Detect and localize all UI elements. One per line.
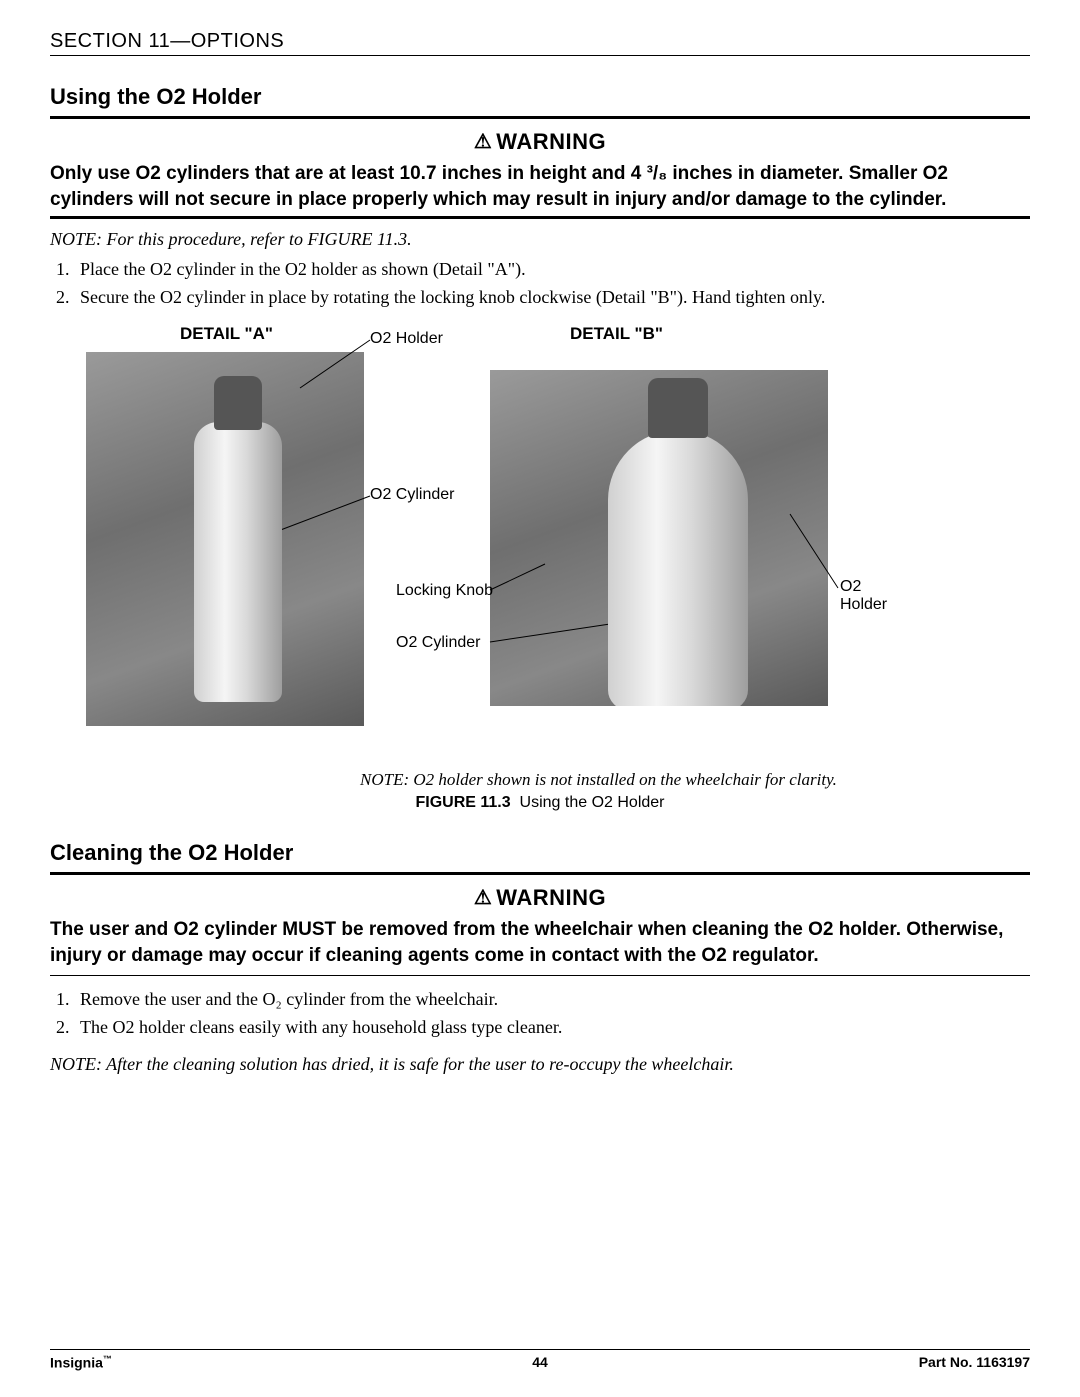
figure-caption: FIGURE 11.3 Using the O2 Holder <box>50 794 1030 812</box>
step-item: Remove the user and the O₂ cylinder from… <box>74 986 1030 1012</box>
figure-11-3: DETAIL "A" DETAIL "B" O2 Holder O2 Cylin… <box>50 324 1030 764</box>
note-refer-figure: NOTE: For this procedure, refer to FIGUR… <box>50 229 1030 250</box>
warning-triangle-icon: ⚠ <box>474 885 492 910</box>
rule <box>50 116 1030 119</box>
warning-heading-1: ⚠WARNING <box>50 129 1030 155</box>
footer-page-number: 44 <box>532 1354 548 1370</box>
warning-text-1: Only use O2 cylinders that are at least … <box>50 161 1030 212</box>
warning-triangle-icon: ⚠ <box>474 129 492 154</box>
warning-text-2: The user and O2 cylinder MUST be removed… <box>50 917 1030 968</box>
photo-detail-a <box>86 352 364 726</box>
callout-o2-holder-b: O2 Holder <box>840 578 910 614</box>
warning-label: WARNING <box>496 129 606 154</box>
step-item: The O2 holder cleans easily with any hou… <box>74 1014 1030 1040</box>
detail-b-label: DETAIL "B" <box>570 324 663 344</box>
figure-caption-number: FIGURE 11.3 <box>415 794 510 811</box>
trademark-symbol: ™ <box>103 1354 112 1364</box>
heading-using-o2-holder: Using the O2 Holder <box>50 84 1030 110</box>
heading-cleaning-o2-holder: Cleaning the O2 Holder <box>50 840 1030 866</box>
steps-cleaning: Remove the user and the O₂ cylinder from… <box>74 986 1030 1040</box>
footer-brand: Insignia™ <box>50 1354 112 1371</box>
detail-a-label: DETAIL "A" <box>180 324 273 344</box>
warning-label: WARNING <box>496 885 606 910</box>
footer-part-number: Part No. 1163197 <box>919 1354 1030 1371</box>
note-after-cleaning: NOTE: After the cleaning solution has dr… <box>50 1054 1030 1075</box>
step-item: Place the O2 cylinder in the O2 holder a… <box>74 256 1030 282</box>
callout-o2-cylinder: O2 Cylinder <box>370 486 454 504</box>
callout-locking-knob: Locking Knob <box>396 582 493 600</box>
callout-o2-holder: O2 Holder <box>370 330 443 348</box>
section-header: SECTION 11—OPTIONS <box>50 30 1030 56</box>
rule <box>50 872 1030 875</box>
step-item: Secure the O2 cylinder in place by rotat… <box>74 284 1030 310</box>
rule <box>50 975 1030 976</box>
rule <box>50 216 1030 219</box>
page-footer: Insignia™ 44 Part No. 1163197 <box>50 1349 1030 1371</box>
figure-note: NOTE: O2 holder shown is not installed o… <box>360 770 1030 790</box>
warning-heading-2: ⚠WARNING <box>50 885 1030 911</box>
steps-using: Place the O2 cylinder in the O2 holder a… <box>74 256 1030 310</box>
photo-detail-b <box>490 370 828 706</box>
callout-o2-cylinder-b: O2 Cylinder <box>396 634 480 652</box>
figure-caption-title: Using the O2 Holder <box>520 794 665 811</box>
